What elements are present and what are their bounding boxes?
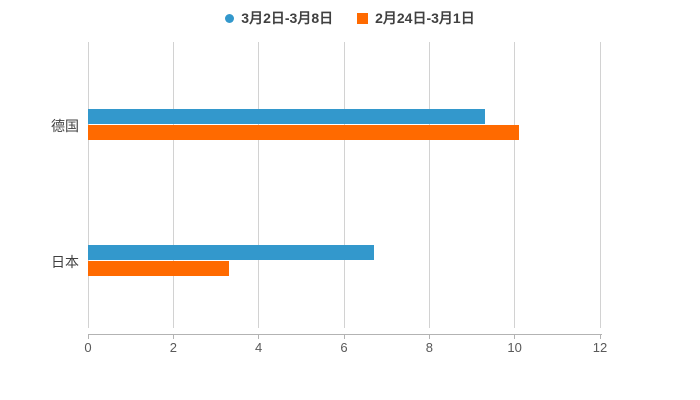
gridline [343, 42, 345, 328]
gridline [599, 42, 601, 328]
x-axis-tick [514, 334, 516, 339]
x-tick-label: 6 [340, 340, 348, 355]
x-axis-line [88, 334, 602, 335]
x-tick-label: 0 [84, 340, 92, 355]
gridline [514, 42, 516, 328]
legend-item-1[interactable]: 2月24日-3月1日 [357, 8, 475, 28]
bar-德国-series1 [88, 125, 519, 140]
gridline [428, 42, 430, 328]
bar-日本-series1 [88, 261, 229, 276]
category-label-0: 德国 [51, 117, 79, 134]
legend-item-0[interactable]: 3月2日-3月8日 [225, 8, 333, 28]
x-axis-tick [87, 334, 89, 339]
gridline [87, 42, 89, 328]
category-label-1: 日本 [51, 253, 79, 270]
legend-marker-circle-icon [225, 13, 235, 23]
x-tick-label: 4 [255, 340, 263, 355]
x-axis-tick [172, 334, 174, 339]
x-axis-tick [599, 334, 601, 339]
x-axis-tick [343, 334, 345, 339]
bar-德国-series0 [88, 109, 485, 124]
x-axis-tick [428, 334, 430, 339]
chart-legend: 3月2日-3月8日 2月24日-3月1日 [0, 8, 700, 28]
x-tick-label: 12 [592, 340, 608, 355]
gridline [258, 42, 260, 328]
x-axis-tick [258, 334, 260, 339]
x-tick-label: 8 [425, 340, 433, 355]
bar-日本-series0 [88, 245, 374, 260]
legend-marker-square-icon [357, 12, 369, 24]
x-tick-label: 2 [169, 340, 177, 355]
gridline [172, 42, 174, 328]
x-tick-label: 10 [507, 340, 522, 355]
legend-label: 3月2日-3月8日 [241, 10, 334, 26]
legend-label: 2月24日-3月1日 [375, 10, 475, 26]
